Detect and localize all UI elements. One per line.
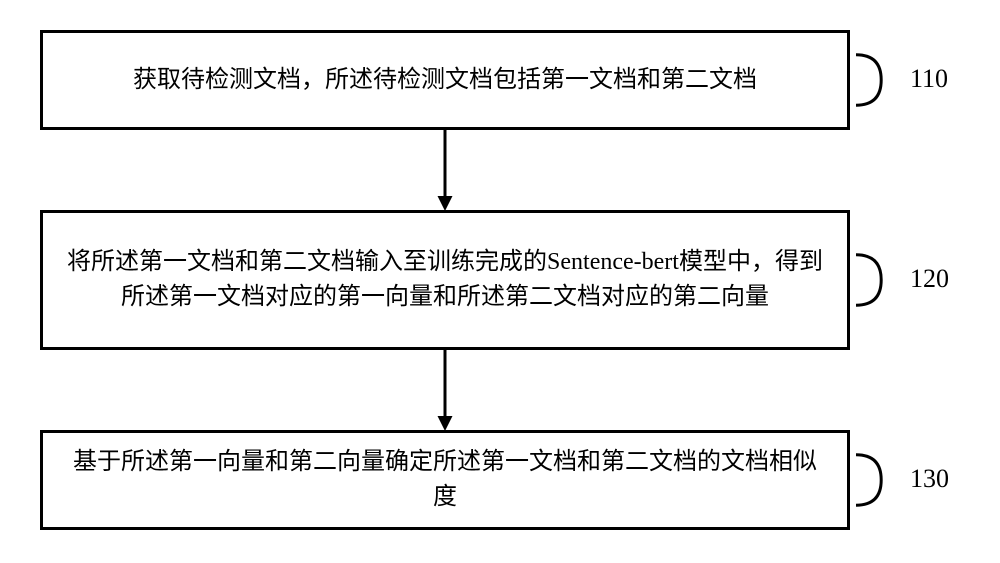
- flowchart-node-step130: 基于所述第一向量和第二向量确定所述第一文档和第二文档的文档相似度: [40, 430, 850, 530]
- step-label-130: 130: [910, 464, 949, 494]
- step-label-110: 110: [910, 64, 948, 94]
- brace-step110: [856, 52, 884, 108]
- node-text: 将所述第一文档和第二文档输入至训练完成的Sentence-bert模型中，得到所…: [63, 245, 827, 315]
- brace-step130: [856, 452, 884, 508]
- brace-step120: [856, 252, 884, 308]
- node-text: 获取待检测文档，所述待检测文档包括第一文档和第二文档: [133, 63, 757, 98]
- flowchart-node-step120: 将所述第一文档和第二文档输入至训练完成的Sentence-bert模型中，得到所…: [40, 210, 850, 350]
- flowchart-canvas: 获取待检测文档，所述待检测文档包括第一文档和第二文档 110 将所述第一文档和第…: [0, 0, 1000, 563]
- step-label-120: 120: [910, 264, 949, 294]
- flowchart-node-step110: 获取待检测文档，所述待检测文档包括第一文档和第二文档: [40, 30, 850, 130]
- node-text: 基于所述第一向量和第二向量确定所述第一文档和第二文档的文档相似度: [63, 445, 827, 515]
